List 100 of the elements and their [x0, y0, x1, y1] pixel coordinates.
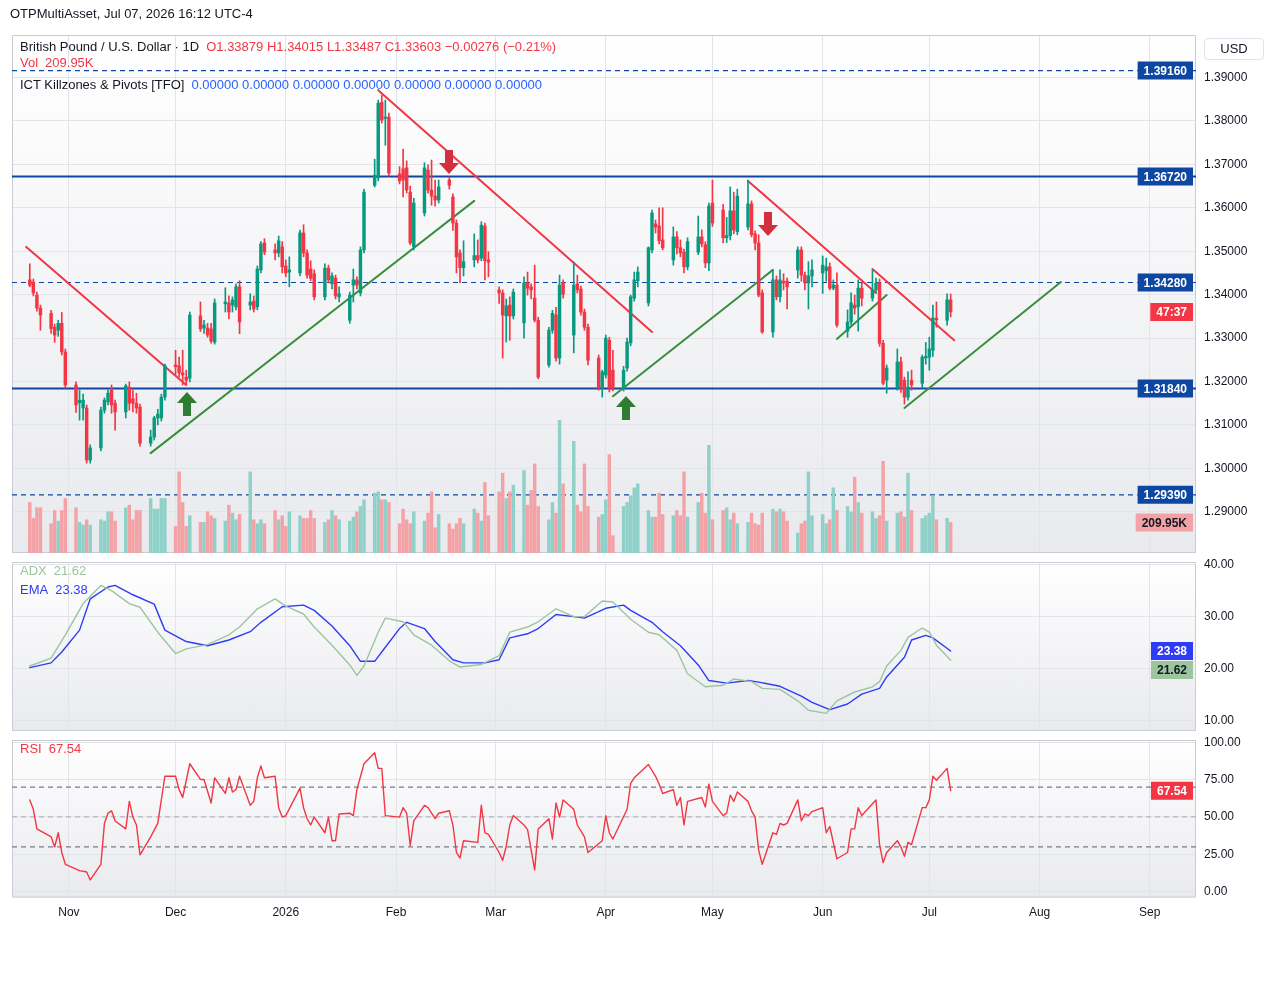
bar: [298, 515, 302, 553]
candlestick: [504, 298, 508, 343]
x-tick-label: 2026: [272, 905, 300, 920]
ref-line-label: 1.31840: [1143, 381, 1188, 396]
y-tick-label: 1.30000: [1204, 460, 1248, 475]
bar: [252, 519, 256, 553]
text: 23.38: [55, 582, 88, 597]
bar: [227, 504, 231, 553]
text: 67.54: [48, 741, 82, 756]
bar: [721, 510, 725, 553]
bar: [408, 523, 412, 553]
annotation: 209.95K: [1141, 515, 1188, 530]
annotation: 23.38: [1156, 644, 1188, 659]
x-tick-label: Jul: [921, 905, 938, 920]
y-tick-label: 0.00: [1204, 883, 1228, 898]
x-tick-label: Sep: [1139, 905, 1161, 920]
y-tick-label: 50.00: [1204, 809, 1235, 824]
x-tick-label: Nov: [58, 905, 80, 920]
bar: [99, 519, 103, 553]
bar: [906, 472, 910, 553]
bar: [771, 508, 775, 553]
bar: [899, 511, 903, 553]
text: EMA: [20, 582, 49, 597]
text: USD: [1204, 38, 1264, 60]
bar: [476, 512, 480, 553]
y-tick-label: 30.00: [1204, 608, 1235, 623]
candlestick: [824, 257, 828, 282]
bar: [330, 510, 334, 553]
bar: [74, 507, 78, 553]
bar: [401, 508, 405, 553]
bar: [106, 511, 110, 553]
y-tick-label: 10.00: [1204, 712, 1235, 727]
y-tick-label: 1.31000: [1204, 417, 1248, 432]
bar: [412, 511, 416, 553]
annotation: ICT Killzones & Pivots [TFO]: [20, 77, 185, 92]
x-tick-label: May: [701, 905, 724, 920]
chart-title: British Pound / U.S. Dollar · 1D: [20, 39, 200, 54]
bar: [88, 524, 92, 553]
bar: [28, 502, 32, 553]
bar: [337, 519, 341, 553]
bar: [675, 510, 679, 553]
ref-line-label: 1.34280: [1143, 275, 1188, 290]
bar: [177, 471, 181, 553]
bar: [835, 510, 839, 553]
candlestick: [472, 233, 476, 268]
text: ADX: [20, 563, 47, 578]
bar: [355, 511, 359, 553]
bar: [508, 491, 512, 553]
y-tick-label: 75.00: [1204, 771, 1235, 786]
y-tick-label: 1.35000: [1204, 243, 1248, 258]
candlestick: [202, 319, 206, 334]
bar: [362, 499, 366, 553]
y-tick-label: 1.36000: [1204, 200, 1248, 215]
bar: [348, 520, 352, 553]
x-tick-label: Mar: [485, 905, 506, 920]
annotation: 47:37: [1156, 305, 1188, 320]
bar: [682, 471, 686, 553]
text: 21.62: [53, 563, 87, 578]
bar: [700, 492, 704, 553]
bar: [209, 515, 213, 553]
bar: [56, 520, 60, 553]
y-tick-label: 1.32000: [1204, 373, 1248, 388]
bar: [707, 444, 711, 553]
bar: [856, 502, 860, 553]
bar: [604, 499, 608, 553]
text: RSI: [20, 741, 42, 756]
bar: [881, 460, 885, 553]
bar: [81, 524, 85, 553]
bar: [746, 522, 750, 553]
bar: [931, 495, 935, 553]
bar: [504, 498, 508, 553]
bar: [572, 440, 576, 553]
bar: [920, 518, 924, 553]
annotation: 67.54: [1156, 784, 1188, 799]
y-tick-label: 1.39000: [1204, 69, 1248, 84]
bar: [163, 498, 167, 553]
ref-line-label: 1.39160: [1143, 63, 1188, 78]
bar: [522, 470, 526, 553]
bar: [248, 471, 252, 553]
bar: [273, 510, 277, 553]
bar: [760, 512, 764, 553]
ref-line-label: 1.29390: [1143, 488, 1188, 503]
y-tick-label: 1.29000: [1204, 504, 1248, 519]
bar: [124, 507, 128, 553]
candlestick: [248, 293, 252, 311]
bar: [387, 502, 391, 553]
text: 209.95K: [45, 55, 94, 70]
candlestick: [273, 243, 277, 261]
x-tick-label: Dec: [164, 905, 187, 920]
bar: [202, 522, 206, 553]
text: Vol: [20, 55, 39, 70]
y-tick-label: 1.37000: [1204, 156, 1248, 171]
bar: [778, 508, 782, 553]
bar: [636, 483, 640, 553]
bar: [696, 502, 700, 553]
ref-line-label: 1.36720: [1143, 169, 1188, 184]
bar: [732, 512, 736, 553]
candlestick: [476, 239, 480, 264]
bar: [376, 491, 380, 553]
annotation: 0.00000 0.00000 0.00000 0.00000 0.00000 0.00000 0.00000: [191, 77, 543, 92]
